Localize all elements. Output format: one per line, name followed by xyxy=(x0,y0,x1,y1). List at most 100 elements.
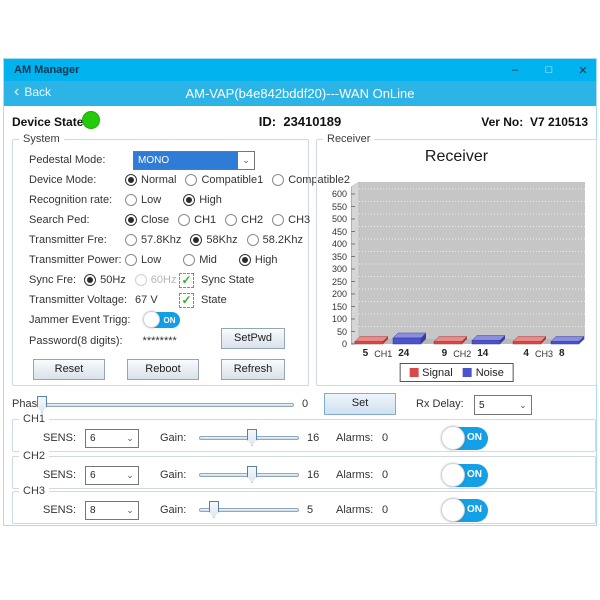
maximize-icon[interactable]: □ xyxy=(545,64,553,76)
toggle-on-label: ON xyxy=(467,432,482,443)
toggle-knob xyxy=(143,311,161,328)
checkbox-label: State xyxy=(201,294,227,306)
transmitter-fre-row: Transmitter Fre: 57.8Khz 58Khz 58.2Khz xyxy=(29,230,303,250)
password-row: Password(8 digits): ******** SetPwd xyxy=(29,328,302,352)
sens-label: SENS: xyxy=(43,469,77,481)
ch1-group-label: CH1 xyxy=(19,413,50,425)
reboot-button[interactable]: Reboot xyxy=(127,358,199,380)
signal-value-label: 9 xyxy=(441,348,448,359)
gain-label: Gain: xyxy=(160,469,187,481)
y-tick-label: 600 xyxy=(331,189,347,199)
chart-y-axis: 0 50 100 150 200 250 300 350 400 450 500 550 600 xyxy=(319,176,349,349)
radio-high[interactable]: High xyxy=(183,194,222,206)
slider-thumb[interactable] xyxy=(246,466,257,483)
radio-low[interactable]: Low xyxy=(125,194,161,206)
refresh-button[interactable]: Refresh xyxy=(221,358,285,380)
y-tick-label: 150 xyxy=(331,301,347,312)
noise-value-label: 14 xyxy=(477,348,489,359)
device-state-indicator xyxy=(82,111,100,129)
rx-delay-dropdown[interactable]: 5 ⌄ xyxy=(474,395,532,415)
radio-label: 57.8Khz xyxy=(141,234,182,246)
reset-button[interactable]: Reset xyxy=(33,358,105,380)
category-label: CH1 xyxy=(374,348,393,359)
chart-title: Receiver xyxy=(424,148,489,165)
ch1-sens-dropdown[interactable]: 6 ⌄ xyxy=(85,429,139,448)
radio-ch2[interactable]: CH2 xyxy=(225,214,263,226)
radio-50hz[interactable]: 50Hz xyxy=(84,274,126,286)
radio-close[interactable]: Close xyxy=(125,214,169,226)
radio-power-low[interactable]: Low xyxy=(125,254,161,266)
radio-icon xyxy=(125,174,137,186)
radio-58khz[interactable]: 58Khz xyxy=(190,234,238,246)
radio-compatible1[interactable]: Compatible1 xyxy=(185,174,263,186)
nav-bar: ‹ Back AM-VAP(b4e842bddf20)---WAN OnLine xyxy=(4,81,596,106)
setpwd-button[interactable]: SetPwd xyxy=(221,328,285,349)
search-ped-label: Search Ped: xyxy=(29,214,90,226)
legend-swatch-signal xyxy=(409,368,419,377)
pedestal-mode-dropdown[interactable]: MONO ⌄ xyxy=(133,150,255,170)
close-icon[interactable]: ✕ xyxy=(578,64,588,77)
back-button[interactable]: ‹ Back xyxy=(14,84,51,100)
radio-label: High xyxy=(254,254,278,266)
system-buttons-row: Reset Reboot Refresh xyxy=(29,356,302,382)
ch2-toggle[interactable]: ON xyxy=(441,463,488,487)
ch2-gain-slider[interactable] xyxy=(199,465,299,484)
jammer-toggle[interactable]: ON xyxy=(143,311,181,328)
slider-thumb[interactable] xyxy=(209,501,219,518)
ch1-groupbox: CH1 SENS: 6 ⌄ Gain: 16 Alarms: 0 ON xyxy=(12,413,596,452)
minimize-icon[interactable]: – xyxy=(511,64,519,76)
legend-noise: Noise xyxy=(462,367,504,379)
ch2-gain-value: 16 xyxy=(307,469,320,481)
status-row: Device State: ID: 23410189 Ver No: V7 21… xyxy=(4,106,596,138)
radio-label: CH1 xyxy=(194,214,217,226)
version: Ver No: V7 210513 xyxy=(481,115,588,129)
ch3-groupbox: CH3 SENS: 8 ⌄ Gain: 5 Alarms: 0 ON xyxy=(12,485,596,524)
ch2-sens-dropdown[interactable]: 6 ⌄ xyxy=(85,466,139,485)
chevron-down-icon: ⌄ xyxy=(126,470,134,480)
slider-track xyxy=(42,403,294,407)
sync-state-checkbox[interactable]: Sync State xyxy=(179,272,254,288)
radio-compatible2[interactable]: Compatible2 xyxy=(272,174,350,186)
radio-label: 60Hz xyxy=(150,274,177,286)
radio-icon xyxy=(125,194,137,206)
radio-normal[interactable]: Normal xyxy=(125,174,176,186)
jammer-label: Jammer Event Trigg: xyxy=(29,314,131,326)
phase-slider[interactable] xyxy=(37,395,294,414)
chart-legend: Signal Noise xyxy=(399,363,514,382)
password-value: ******** xyxy=(142,335,177,347)
radio-ch3[interactable]: CH3 xyxy=(272,214,310,226)
toggle-knob xyxy=(441,463,465,487)
y-tick-label: 50 xyxy=(336,326,347,337)
radio-power-high[interactable]: High xyxy=(238,254,278,266)
slider-thumb[interactable] xyxy=(246,429,257,446)
gain-label: Gain: xyxy=(160,504,187,516)
ch2-group-label: CH2 xyxy=(19,450,50,462)
ch1-gain-slider[interactable] xyxy=(199,428,299,447)
state-checkbox[interactable]: State xyxy=(179,292,227,308)
slider-thumb[interactable] xyxy=(37,396,47,413)
ch2-groupbox: CH2 SENS: 6 ⌄ Gain: 16 Alarms: 0 ON xyxy=(12,450,596,489)
set-button[interactable]: Set xyxy=(324,393,396,415)
receiver-group-label: Receiver xyxy=(323,133,375,145)
id-label: ID: xyxy=(258,114,277,129)
window-controls: – □ ✕ xyxy=(508,59,590,81)
signal-value-label: 4 xyxy=(523,348,529,359)
toggle-on-label: ON xyxy=(467,469,482,480)
radio-ch1[interactable]: CH1 xyxy=(178,214,216,226)
radio-label: Mid xyxy=(199,254,217,266)
ch3-toggle[interactable]: ON xyxy=(441,498,488,522)
radio-icon xyxy=(272,174,285,186)
sens-label: SENS: xyxy=(43,432,77,444)
radio-57-8khz[interactable]: 57.8Khz xyxy=(125,234,181,246)
device-mode-label: Device Mode: xyxy=(29,174,97,186)
ch3-sens-dropdown[interactable]: 8 ⌄ xyxy=(85,501,139,520)
radio-58-2khz[interactable]: 58.2Khz xyxy=(246,234,303,246)
ch1-toggle[interactable]: ON xyxy=(441,426,488,450)
x-tick-group: 9 CH2 14 xyxy=(430,348,500,359)
signal-value-label: 5 xyxy=(362,348,369,359)
ch3-gain-slider[interactable] xyxy=(199,500,299,519)
y-tick-label: 400 xyxy=(331,239,347,249)
radio-power-mid[interactable]: Mid xyxy=(183,254,217,266)
recognition-rate-row: Recognition rate: Low High xyxy=(29,190,302,210)
alarms-label: Alarms: xyxy=(336,504,374,516)
